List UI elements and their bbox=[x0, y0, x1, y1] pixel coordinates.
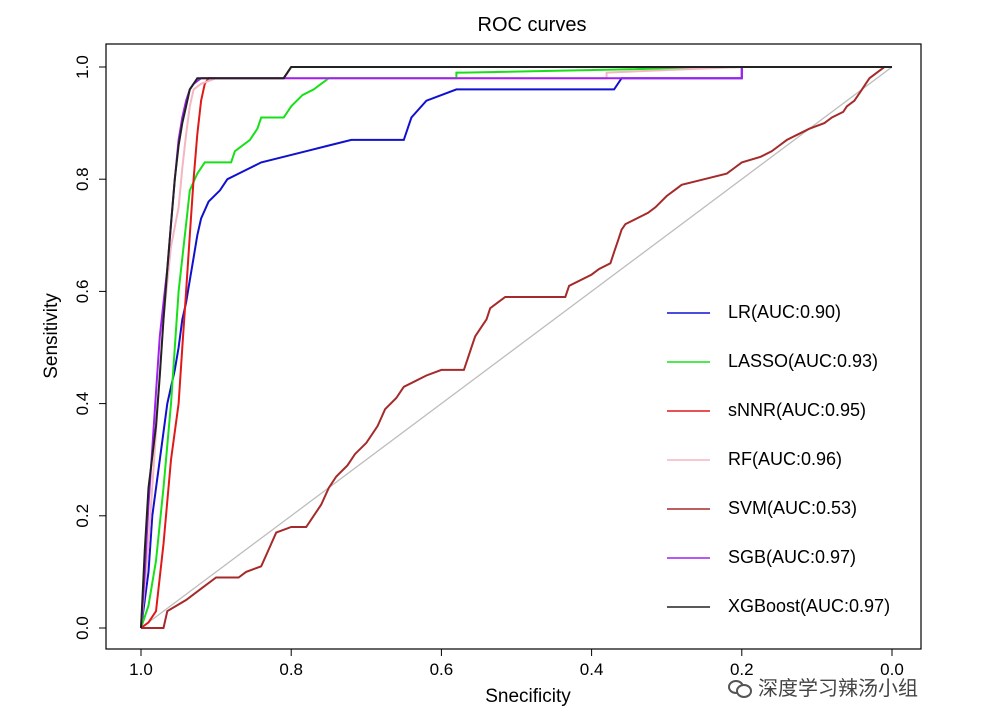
legend: LR(AUC:0.90) LASSO(AUC:0.93) sNNR(AUC:0.95… bbox=[667, 302, 890, 616]
x-tick-label: 0.8 bbox=[279, 660, 303, 679]
legend-label: SGB(AUC:0.97) bbox=[728, 547, 856, 567]
y-tick-label: 0.4 bbox=[73, 392, 92, 416]
x-tick-label: 0.6 bbox=[430, 660, 454, 679]
y-tick-label: 1.0 bbox=[73, 55, 92, 79]
legend-label: SVM(AUC:0.53) bbox=[728, 498, 857, 518]
x-tick-label: 0.2 bbox=[730, 660, 754, 679]
wechat-icon bbox=[728, 678, 752, 698]
roc-curve-7 bbox=[140, 66, 892, 629]
x-axis: 1.0 0.8 0.6 0.4 0.2 0.0 bbox=[129, 648, 904, 679]
legend-label: LR(AUC:0.90) bbox=[728, 302, 841, 322]
y-tick-label: 0.6 bbox=[73, 280, 92, 304]
roc-curve-5 bbox=[141, 66, 892, 629]
chart-title: ROC curves bbox=[478, 14, 587, 36]
legend-label: XGBoost(AUC:0.97) bbox=[728, 596, 890, 616]
legend-label: LASSO(AUC:0.93) bbox=[728, 351, 878, 371]
y-tick-label: 0.2 bbox=[73, 504, 92, 528]
x-tick-label: 1.0 bbox=[129, 660, 153, 679]
x-tick-label: 0.0 bbox=[880, 660, 904, 679]
y-axis-label: Sensitivity bbox=[41, 293, 62, 379]
x-axis-label: Snecificity bbox=[485, 686, 571, 707]
legend-label: RF(AUC:0.96) bbox=[728, 449, 842, 469]
diagonal-reference-line bbox=[140, 66, 893, 629]
watermark: 深度学习辣汤小组 bbox=[728, 672, 918, 701]
y-tick-label: 0.8 bbox=[73, 167, 92, 191]
x-tick-label: 0.4 bbox=[580, 660, 604, 679]
y-axis: 0.0 0.2 0.4 0.6 0.8 1.0 bbox=[73, 55, 107, 640]
series-group bbox=[140, 66, 892, 629]
watermark-text: 深度学习辣汤小组 bbox=[758, 676, 918, 700]
y-tick-label: 0.0 bbox=[73, 616, 92, 640]
legend-label: sNNR(AUC:0.95) bbox=[728, 400, 866, 420]
